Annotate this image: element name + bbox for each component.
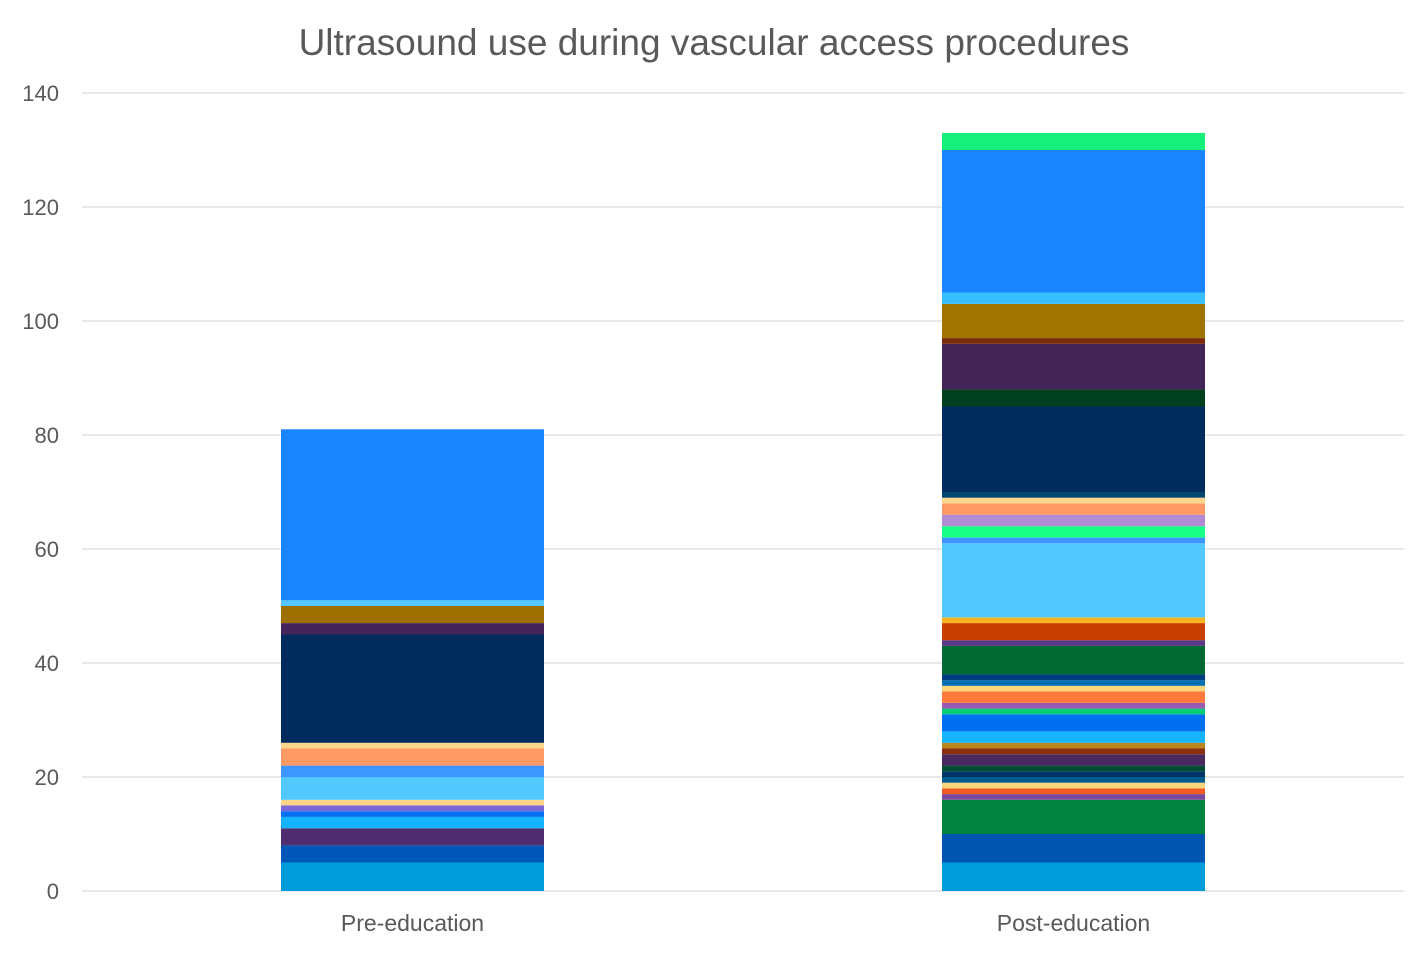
bar-segment <box>942 714 1205 732</box>
x-category-label: Post-education <box>997 910 1150 936</box>
bar-segment <box>942 492 1205 498</box>
bar-segment <box>942 543 1205 618</box>
bar-segment <box>942 691 1205 703</box>
x-axis-labels: Pre-education Post-education <box>341 910 1150 936</box>
bar-segment <box>942 526 1205 538</box>
y-axis-ticks: 0 20 40 60 80 100 120 140 <box>22 81 59 904</box>
bar-stack-post-education <box>942 132 1205 891</box>
bar-segment <box>942 303 1205 339</box>
bar-segment <box>942 389 1205 407</box>
bar-segment <box>942 623 1205 641</box>
bar-segment <box>942 150 1205 293</box>
bar-segment <box>281 816 544 829</box>
bar-segment <box>281 634 544 743</box>
bar-segment <box>942 514 1205 527</box>
y-tick-label: 120 <box>22 195 59 220</box>
bar-segment <box>281 623 544 635</box>
bar-segment <box>942 537 1205 544</box>
bar-segment <box>942 834 1205 863</box>
y-tick-label: 40 <box>35 651 59 676</box>
bar-segment <box>942 771 1205 777</box>
bar-segment <box>281 765 544 777</box>
bar-segment <box>942 731 1205 743</box>
bar-segment <box>281 845 544 863</box>
bar-segment <box>942 765 1205 772</box>
bar-segment <box>942 497 1205 504</box>
bar-segment <box>942 862 1205 891</box>
y-tick-label: 60 <box>35 537 59 562</box>
bar-segment <box>281 811 544 817</box>
y-tick-label: 80 <box>35 423 59 448</box>
bar-segment <box>281 748 544 766</box>
bar-segment <box>281 606 544 624</box>
bar-segment <box>942 799 1205 834</box>
bar-segment <box>942 702 1205 709</box>
y-tick-label: 20 <box>35 765 59 790</box>
bar-segment <box>942 782 1205 789</box>
bar-segment <box>942 680 1205 686</box>
bar-segment <box>942 645 1205 675</box>
chart-title: Ultrasound use during vascular access pr… <box>299 22 1130 63</box>
bar-segment <box>281 828 544 846</box>
y-tick-label: 100 <box>22 309 59 334</box>
bar-segment <box>942 788 1205 795</box>
bar-segment <box>942 292 1205 304</box>
bar-segment <box>942 338 1205 344</box>
bar-stack-pre-education <box>281 429 544 891</box>
bar-segment <box>942 343 1205 390</box>
bar-segment <box>942 748 1205 755</box>
bar-segment <box>942 132 1205 150</box>
bar-segment <box>281 600 544 606</box>
bar-segment <box>942 685 1205 692</box>
bar-segment <box>942 754 1205 766</box>
bar-segment <box>942 742 1205 749</box>
bar-segment <box>942 617 1205 624</box>
bar-segment <box>281 799 544 806</box>
bar-segment <box>942 777 1205 783</box>
y-tick-label: 0 <box>47 879 59 904</box>
bar-segment <box>281 777 544 800</box>
bar-segment <box>942 503 1205 515</box>
bar-segment <box>281 742 544 749</box>
bar-segment <box>942 674 1205 681</box>
bar-segment <box>281 429 544 601</box>
gridlines <box>82 92 1404 892</box>
bar-segment <box>942 640 1205 646</box>
bar-segment <box>942 406 1205 492</box>
bar-segment <box>281 862 544 891</box>
bar-segment <box>942 794 1205 800</box>
bars <box>281 132 1205 891</box>
x-category-label: Pre-education <box>341 910 484 936</box>
bar-segment <box>942 708 1205 715</box>
y-tick-label: 140 <box>22 81 59 106</box>
bar-segment <box>281 805 544 812</box>
